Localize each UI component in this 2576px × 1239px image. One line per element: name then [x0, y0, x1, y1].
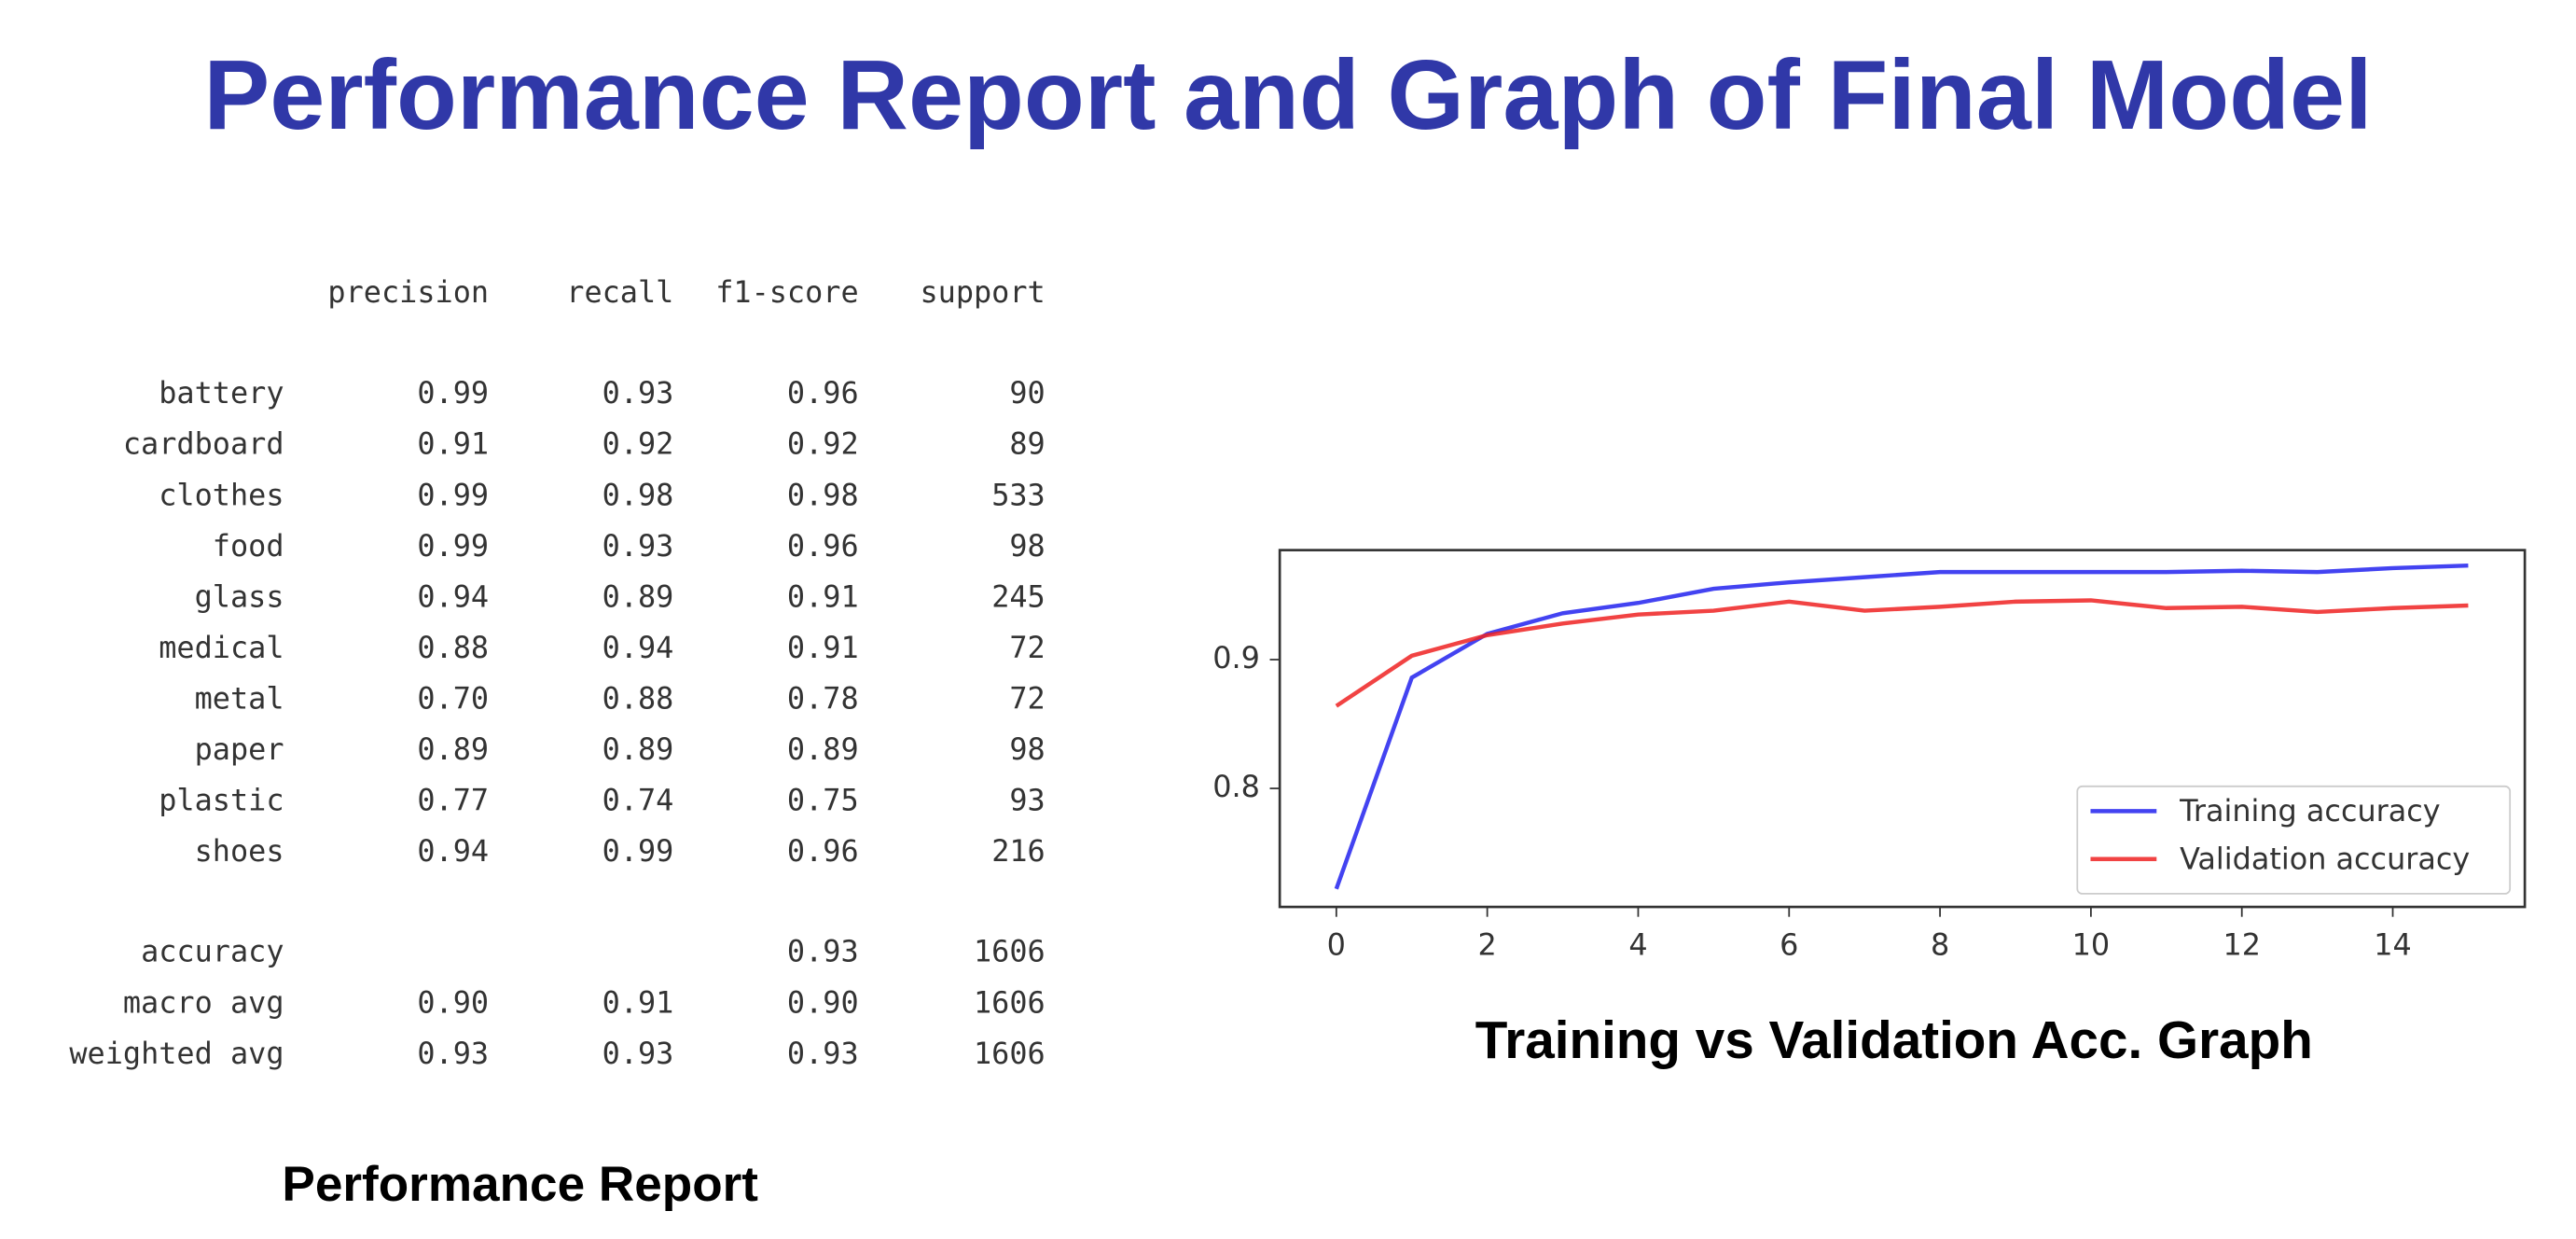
legend-label: Validation accuracy: [2180, 841, 2470, 876]
table-cell: 216: [991, 833, 1046, 869]
table-cell: 0.94: [602, 630, 674, 665]
table-cell: 0.77: [417, 782, 489, 817]
y-tick-label: 0.9: [1212, 640, 1260, 675]
x-tick-label: 2: [1478, 927, 1497, 963]
table-cell: 533: [991, 477, 1046, 512]
table-cell: 0.96: [787, 375, 859, 411]
row-label: paper: [195, 731, 284, 767]
column-header: precision: [327, 274, 489, 310]
table-cell: 0.89: [787, 731, 859, 767]
table-cell: 0.99: [602, 833, 674, 869]
table-cell: 0.99: [417, 528, 489, 564]
table-cell: 0.91: [417, 426, 489, 462]
x-tick-label: 6: [1780, 927, 1798, 963]
table-cell: 0.93: [602, 528, 674, 564]
row-label: metal: [195, 680, 284, 716]
table-cell: 0.96: [787, 528, 859, 564]
series-line: [1335, 598, 2469, 708]
table-cell: 0.91: [787, 630, 859, 665]
table-cell: 0.92: [602, 426, 674, 462]
column-header: support: [920, 274, 1045, 310]
row-label: shoes: [195, 833, 284, 869]
row-label: battery: [159, 375, 284, 411]
column-header: f1-score: [715, 274, 858, 310]
table-cell: 1606: [974, 1036, 1046, 1071]
table-cell: 0.93: [602, 375, 674, 411]
table-cell: 0.90: [417, 985, 489, 1021]
y-tick-label: 0.8: [1212, 769, 1260, 804]
table-cell: 1606: [974, 934, 1046, 969]
x-tick-label: 10: [2072, 927, 2111, 963]
x-tick-label: 0: [1327, 927, 1346, 963]
table-cell: 72: [1009, 680, 1045, 716]
table-cell: 0.91: [602, 985, 674, 1021]
row-label: plastic: [159, 782, 284, 817]
table-cell: 0.94: [417, 578, 489, 614]
chart-caption: Training vs Validation Acc. Graph: [1475, 1011, 2313, 1070]
x-tick-label: 14: [2374, 927, 2412, 963]
table-cell: 0.98: [602, 477, 674, 512]
table-cell: 0.90: [787, 985, 859, 1021]
legend-label: Training accuracy: [2179, 793, 2441, 828]
x-tick-label: 12: [2223, 927, 2261, 963]
series-line: [1334, 563, 2469, 890]
table-cell: 0.91: [787, 578, 859, 614]
table-cell: 0.89: [602, 578, 674, 614]
table-cell: 1606: [974, 985, 1046, 1021]
report-caption: Performance Report: [282, 1157, 758, 1212]
row-label: clothes: [159, 477, 284, 512]
table-cell: 0.99: [417, 375, 489, 411]
slide-title: Performance Report and Graph of Final Mo…: [203, 39, 2372, 150]
table-cell: 89: [1009, 426, 1045, 462]
table-cell: 0.70: [417, 680, 489, 716]
table-cell: 0.92: [787, 426, 859, 462]
table-cell: 0.96: [787, 833, 859, 869]
table-cell: 93: [1009, 782, 1045, 817]
table-cell: 0.89: [602, 731, 674, 767]
row-label: medical: [159, 630, 284, 665]
x-tick-label: 8: [1931, 927, 1949, 963]
row-label: glass: [195, 578, 284, 614]
table-cell: 72: [1009, 630, 1045, 665]
row-label: accuracy: [141, 934, 284, 969]
table-cell: 0.94: [417, 833, 489, 869]
table-cell: 0.75: [787, 782, 859, 817]
table-cell: 0.88: [417, 630, 489, 665]
row-label: cardboard: [123, 426, 284, 462]
column-header: recall: [566, 274, 673, 310]
legend-box: [2076, 785, 2512, 895]
row-label: macro avg: [123, 985, 284, 1021]
table-cell: 0.78: [787, 680, 859, 716]
table-cell: 98: [1009, 528, 1045, 564]
table-cell: 0.93: [787, 934, 859, 969]
table-cell: 0.93: [602, 1036, 674, 1071]
row-label: weighted avg: [69, 1036, 284, 1071]
table-cell: 0.89: [417, 731, 489, 767]
row-label: food: [213, 528, 284, 564]
table-cell: 0.93: [417, 1036, 489, 1071]
table-cell: 0.99: [417, 477, 489, 512]
table-cell: 90: [1009, 375, 1045, 411]
table-cell: 0.93: [787, 1036, 859, 1071]
x-tick-label: 4: [1628, 927, 1647, 963]
table-cell: 98: [1009, 731, 1045, 767]
table-cell: 0.74: [602, 782, 674, 817]
plot-frame: [1278, 549, 2527, 909]
table-cell: 0.98: [787, 477, 859, 512]
table-cell: 0.88: [602, 680, 674, 716]
table-cell: 245: [991, 578, 1046, 614]
